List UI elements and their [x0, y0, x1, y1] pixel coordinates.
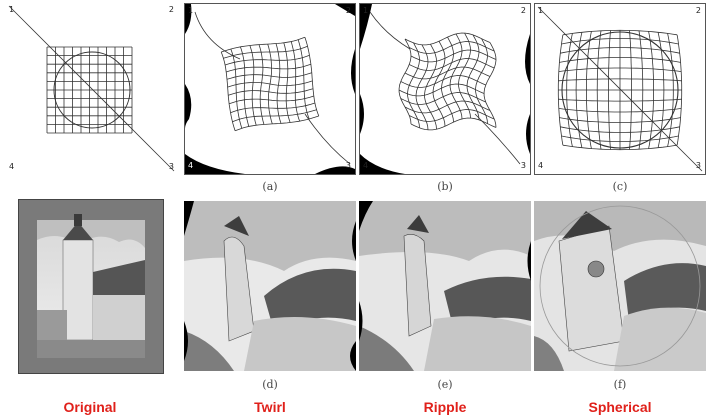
corner-label-1: 1	[188, 6, 194, 15]
grid-line	[409, 41, 495, 54]
ripple-grid-panel: 1 2 4 3	[359, 3, 531, 175]
grid-line	[400, 75, 486, 88]
twirl-grid-figure	[185, 4, 355, 174]
caption-b: (b)	[437, 180, 453, 193]
spherical-photo-panel	[534, 201, 706, 371]
corner-label-3: 3	[345, 161, 351, 170]
corner-label-2: 2	[168, 5, 174, 14]
spherical-grid-figure	[537, 6, 703, 172]
title-ripple: Ripple	[423, 399, 467, 415]
caption-c: (c)	[612, 180, 628, 193]
grid-line	[258, 44, 265, 125]
corner-label-2: 2	[695, 6, 701, 15]
grid-line	[562, 144, 678, 151]
grid-line	[234, 115, 319, 132]
grid-line	[483, 42, 497, 128]
grid-line	[475, 38, 488, 124]
corner-label-4: 4	[538, 161, 544, 170]
grid-line	[466, 34, 480, 120]
twirl-grid-panel: 1 2 4 3	[184, 3, 356, 175]
ripple-photo-panel	[359, 201, 531, 371]
grid-line	[228, 88, 314, 96]
original-church-photo	[37, 214, 145, 358]
corner-label-2: 2	[520, 6, 526, 15]
grid-line	[676, 34, 683, 146]
caption-f: (f)	[613, 378, 627, 391]
grid-line	[557, 34, 564, 146]
original-photo-panel	[18, 199, 164, 374]
grid-line	[404, 100, 491, 114]
grid-line	[398, 83, 485, 97]
twirl-photo-panel	[184, 201, 356, 371]
corner-label-4: 4	[9, 162, 15, 171]
grid-line	[458, 32, 471, 119]
corner-label-1: 1	[9, 5, 15, 14]
grid-line	[304, 37, 320, 117]
twirl-church-photo	[184, 201, 356, 371]
ripple-church-photo	[359, 201, 531, 371]
spherical-grid-panel: 1 2 4 3	[534, 3, 706, 175]
grid-line	[228, 95, 314, 105]
caption-a: (a)	[262, 180, 278, 193]
grid-line	[226, 72, 312, 80]
corner-label-3: 3	[168, 162, 174, 171]
grid-line	[283, 42, 291, 123]
grid-line	[561, 135, 679, 142]
corner-label-2: 2	[345, 6, 351, 15]
grid-line	[667, 33, 674, 147]
grid-line	[249, 45, 257, 126]
grid-line	[275, 43, 282, 124]
corner-label-1: 1	[363, 6, 369, 15]
original-grid-figure	[8, 5, 175, 172]
corner-label-3: 3	[695, 161, 701, 170]
corner-label-4: 4	[363, 161, 369, 170]
corner-label-3: 3	[520, 161, 526, 170]
grid-line	[449, 33, 463, 119]
grid-line	[400, 92, 486, 105]
spherical-church-photo	[534, 201, 706, 371]
original-grid-panel: 1 2 4 3	[6, 3, 178, 175]
grid-line	[230, 102, 316, 114]
grid-line	[410, 117, 497, 131]
title-twirl: Twirl	[254, 399, 286, 415]
title-spherical: Spherical	[588, 399, 652, 415]
grid-line	[560, 126, 680, 133]
corner-label-1: 1	[538, 6, 544, 15]
grid-line	[290, 41, 300, 122]
grid-line	[232, 109, 317, 123]
grid-line	[226, 63, 312, 73]
grid-line	[297, 39, 310, 120]
grid-line	[409, 109, 495, 122]
grid-line	[227, 80, 313, 88]
grid-line	[398, 38, 412, 125]
grid-line	[240, 46, 250, 127]
ripple-grid-figure	[360, 4, 530, 174]
caption-e: (e)	[437, 378, 453, 391]
corner-label-4: 4	[188, 161, 194, 170]
grid-line	[224, 54, 310, 66]
title-original: Original	[63, 399, 117, 415]
caption-d: (d)	[262, 378, 278, 391]
